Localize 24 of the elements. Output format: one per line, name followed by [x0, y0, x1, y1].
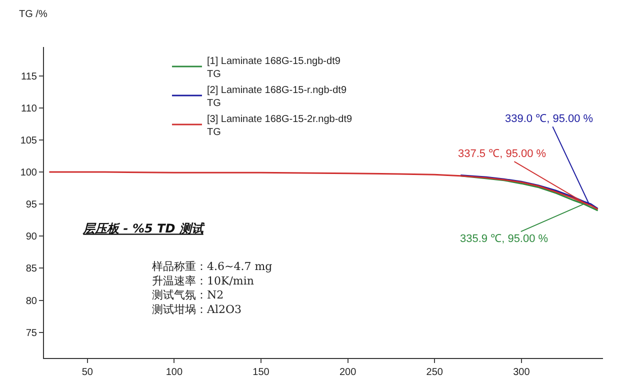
text: 层压板 - %5 TD 测试: [82, 222, 206, 236]
y-tick-label: 100: [20, 168, 38, 179]
y-tick-label: 85: [26, 264, 38, 275]
y-tick-label: 75: [26, 328, 38, 339]
annotation: 335.9 ℃, 95.00 %: [460, 233, 548, 245]
y-tick-label: 90: [26, 232, 38, 243]
annotation: 337.5 ℃, 95.00 %: [458, 148, 546, 160]
annotation: 样品称重：4.6~4.7 mg 升温速率：10K/min 测试气氛：N2 测试坩埚：Al2O3: [152, 260, 272, 316]
annotation: 339.0 ℃, 95.00 %: [505, 113, 594, 125]
x-tick-label: 150: [252, 367, 270, 378]
y-tick-label: 95: [26, 200, 38, 211]
y-tick-label: 115: [21, 71, 38, 82]
legend-label: [2] Laminate 168G-15-r.ngb-dt9 TG: [206, 84, 347, 109]
x-tick-label: 250: [426, 367, 444, 378]
x-tick-label: 200: [339, 367, 357, 378]
y-tick-label: 105: [20, 135, 38, 146]
y-tick-label: 80: [26, 296, 38, 307]
x-tick-label: 300: [513, 367, 530, 378]
y-axis-title: TG /%: [19, 9, 48, 20]
legend-label: [3] Laminate 168G-15-2r.ngb-dt9 TG: [206, 114, 353, 138]
x-tick-label: 100: [166, 367, 183, 378]
legend-label: [1] Laminate 168G-15.ngb-dt9 TG: [206, 56, 341, 80]
x-tick-label: 50: [82, 367, 94, 378]
y-tick-label: 110: [21, 103, 38, 114]
